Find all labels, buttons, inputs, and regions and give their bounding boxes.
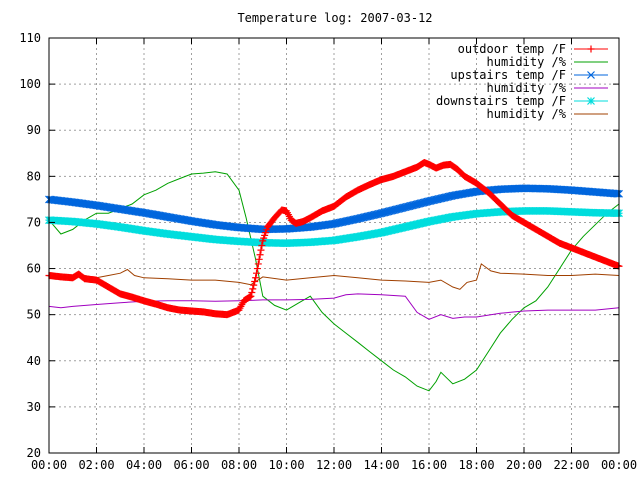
- legend-item: downstairs temp /F: [436, 94, 608, 108]
- y-tick-label: 20: [27, 446, 41, 460]
- legend-item: humidity /%: [487, 55, 608, 69]
- x-tick-label: 14:00: [363, 458, 399, 472]
- chart-title: Temperature log: 2007-03-12: [237, 11, 432, 25]
- data-point: [251, 277, 259, 285]
- x-tick-label: 00:00: [601, 458, 637, 472]
- y-tick-label: 80: [27, 169, 41, 183]
- x-tick-label: 12:00: [316, 458, 352, 472]
- data-point: [254, 260, 262, 268]
- data-point: [252, 274, 260, 282]
- y-tick-label: 90: [27, 123, 41, 137]
- series: [48, 171, 620, 392]
- data-point: [247, 292, 255, 300]
- data-point: [256, 251, 264, 259]
- legend-item: upstairs temp /F: [450, 68, 608, 82]
- series: [45, 184, 623, 234]
- y-tick-label: 70: [27, 215, 41, 229]
- x-tick-label: 18:00: [458, 458, 494, 472]
- x-tick-label: 22:00: [553, 458, 589, 472]
- data-point: [613, 189, 622, 198]
- x-tick-label: 00:00: [31, 458, 67, 472]
- data-point: [248, 289, 256, 297]
- legend-item: humidity /%: [487, 107, 608, 121]
- y-tick-label: 110: [19, 31, 41, 45]
- legend-marker: [587, 71, 595, 79]
- y-axis-tick-labels: 20 30 40 50 60 70 80 90 100 110: [19, 31, 41, 460]
- x-tick-label: 04:00: [126, 458, 162, 472]
- legend-label: upstairs temp /F: [450, 68, 566, 82]
- legend-label: humidity /%: [487, 81, 567, 95]
- y-tick-label: 60: [27, 262, 41, 276]
- series: [45, 159, 623, 319]
- series-line: [49, 263, 620, 290]
- y-tick-label: 100: [19, 77, 41, 91]
- legend-marker: [587, 97, 595, 105]
- x-tick-label: 02:00: [78, 458, 114, 472]
- x-tick-label: 20:00: [506, 458, 542, 472]
- data-point: [249, 285, 257, 293]
- x-axis-tick-labels: 00:00 02:00 04:00 06:00 08:00 10:00 12:00 14:00…: [31, 458, 637, 472]
- data-point: [255, 255, 263, 263]
- legend-label: downstairs temp /F: [436, 94, 566, 108]
- data-point: [253, 265, 261, 273]
- legend-label: outdoor temp /F: [458, 42, 566, 56]
- data-point: [258, 242, 266, 249]
- legend-item: outdoor temp /F: [458, 42, 608, 56]
- y-tick-label: 40: [27, 354, 41, 368]
- data-point: [253, 269, 261, 277]
- legend-label: humidity /%: [487, 55, 567, 69]
- series-layer: [45, 159, 623, 392]
- x-tick-label: 08:00: [221, 458, 257, 472]
- data-point: [257, 246, 265, 254]
- legend-marker: [587, 45, 595, 53]
- x-tick-label: 06:00: [173, 458, 209, 472]
- legend-item: humidity /%: [487, 81, 608, 95]
- axis-ticks: [48, 37, 620, 454]
- series: [49, 263, 620, 290]
- data-point: [250, 281, 258, 289]
- y-tick-label: 30: [27, 400, 41, 414]
- grid-lines: [49, 38, 619, 453]
- y-tick-label: 50: [27, 308, 41, 322]
- legend-label: humidity /%: [487, 107, 567, 121]
- x-tick-label: 10:00: [268, 458, 304, 472]
- x-tick-label: 16:00: [411, 458, 447, 472]
- series-line: [48, 171, 620, 392]
